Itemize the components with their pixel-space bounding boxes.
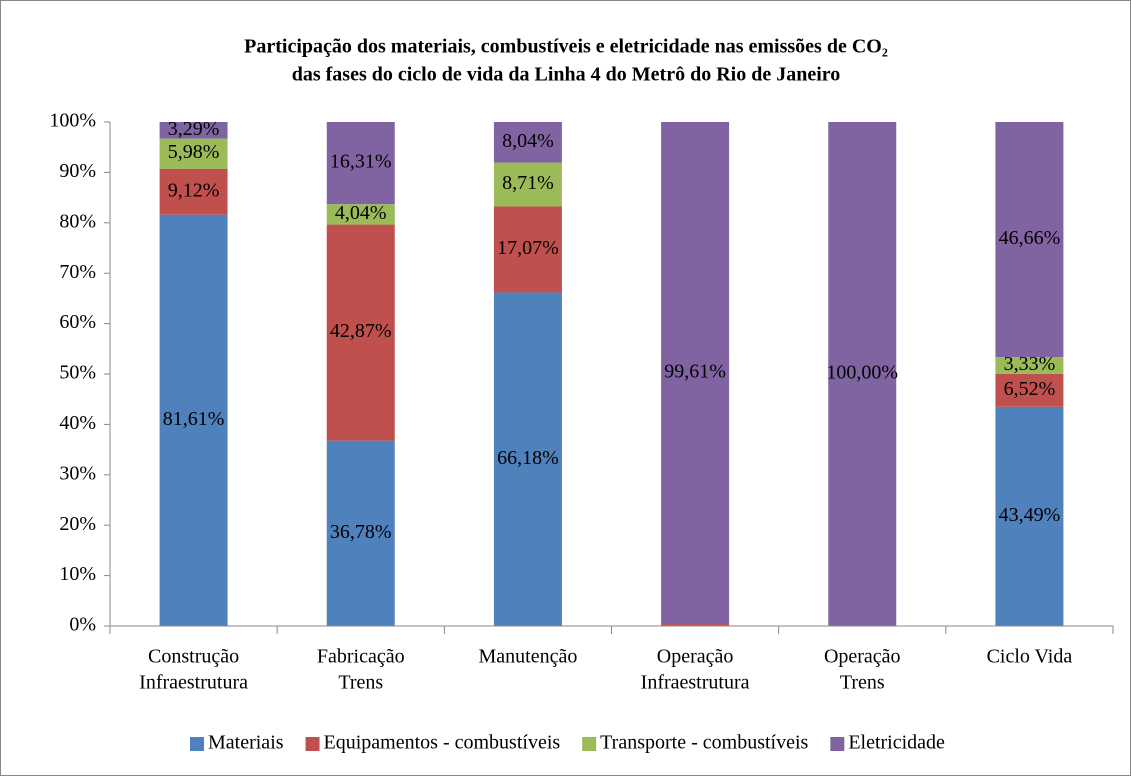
legend-swatch (305, 737, 320, 751)
chart-title: Participação dos materiais, combustíveis… (244, 36, 888, 58)
data-label: 46,66% (999, 227, 1061, 249)
y-tick-label: 50% (59, 362, 96, 384)
bar-segment (661, 624, 730, 626)
data-label: 9,12% (168, 179, 220, 201)
chart-title: das fases do ciclo de vida da Linha 4 do… (292, 64, 841, 86)
bar-segment (159, 214, 228, 626)
bar-segment (326, 204, 395, 225)
bar-segment (493, 206, 562, 293)
x-tick-label: Manutenção (478, 646, 577, 668)
y-tick-label: 20% (59, 513, 96, 535)
data-label: 3,33% (1004, 353, 1056, 375)
y-tick-label: 40% (59, 412, 96, 434)
legend-swatch (830, 737, 845, 751)
data-label: 8,04% (502, 130, 554, 152)
data-label: 16,31% (330, 151, 392, 173)
bar-segment (995, 373, 1064, 407)
data-label: 66,18% (497, 447, 559, 469)
legend-label: Equipamentos - combustíveis (324, 732, 561, 754)
bar-segment (159, 138, 228, 169)
legend-label: Eletricidade (848, 732, 945, 754)
legend-label: Materiais (208, 732, 284, 754)
bar-segment (326, 122, 395, 205)
bar-segment (159, 122, 228, 139)
bar-segment (326, 224, 395, 441)
y-tick-label: 100% (49, 110, 96, 132)
data-label: 6,52% (1004, 378, 1056, 400)
bar-segment (995, 406, 1064, 626)
data-label: 42,87% (330, 320, 392, 342)
y-tick-label: 60% (59, 311, 96, 333)
legend-swatch (582, 737, 597, 751)
legend-label: Transporte - combustíveis (600, 732, 808, 754)
bar-segment (493, 292, 562, 626)
x-tick-label: Trens (338, 672, 383, 694)
data-label: 5,98% (168, 141, 220, 163)
y-tick-label: 90% (59, 160, 96, 182)
bar-segment (995, 122, 1064, 358)
x-tick-label: Fabricação (317, 646, 405, 668)
bar-segment (159, 168, 228, 215)
y-tick-label: 30% (59, 462, 96, 484)
x-tick-label: Infraestrutura (641, 672, 750, 694)
y-tick-label: 80% (59, 210, 96, 232)
data-label: 17,07% (497, 237, 559, 259)
y-tick-label: 0% (69, 614, 96, 636)
bar-segment (493, 122, 562, 163)
bar-segment (326, 440, 395, 626)
data-label: 81,61% (163, 408, 225, 430)
x-tick-label: Construção (148, 646, 239, 668)
bar-segment (995, 357, 1064, 374)
data-label: 100,00% (826, 362, 898, 384)
legend-swatch (190, 737, 204, 751)
x-tick-label: Operação (657, 646, 734, 668)
bar-segment (493, 162, 562, 207)
x-tick-label: Operação (824, 646, 901, 668)
x-tick-label: Trens (840, 672, 885, 694)
x-tick-label: Ciclo Vida (987, 646, 1073, 668)
bar-segment (828, 122, 897, 626)
y-tick-label: 10% (59, 563, 96, 585)
data-label: 4,04% (335, 202, 387, 224)
y-tick-label: 70% (59, 261, 96, 283)
data-label: 3,29% (168, 118, 220, 140)
x-tick-label: Infraestrutura (139, 672, 248, 694)
data-label: 36,78% (330, 521, 392, 543)
data-label: 43,49% (999, 504, 1061, 526)
data-label: 99,61% (664, 361, 726, 383)
bar-segment (661, 122, 730, 625)
data-label: 8,71% (502, 172, 554, 194)
